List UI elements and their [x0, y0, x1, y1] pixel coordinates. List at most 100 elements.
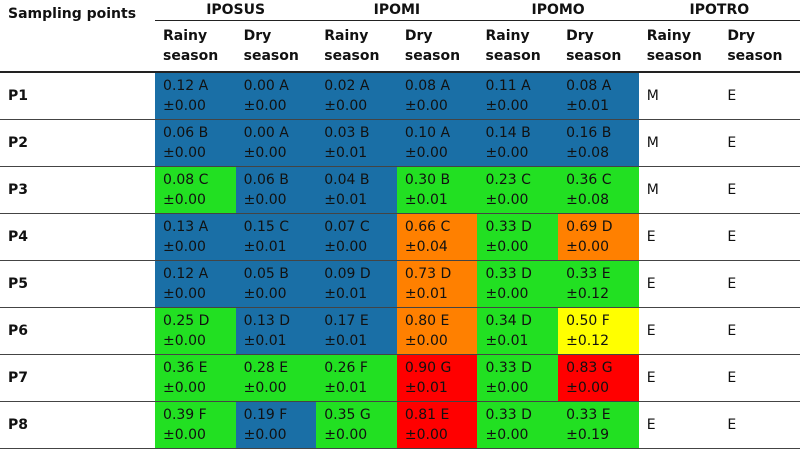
row-label: P5 [0, 260, 156, 308]
cell-error: ±0.01 [324, 332, 368, 349]
cell-error: ±0.00 [404, 97, 448, 114]
cell: 0.33 D ±0.00 [477, 260, 559, 308]
cell: 0.50 F ±0.12 [558, 307, 639, 355]
cell-error: ±0.00 [485, 238, 529, 255]
cell: M [638, 72, 720, 120]
cell-value: E [727, 416, 737, 433]
cell-value: M [646, 181, 659, 198]
cell-value: 0.81 E [404, 406, 450, 423]
cell: 0.12 A ±0.00 [155, 72, 236, 120]
row-label: P6 [0, 307, 156, 355]
cell-value: 0.39 F [163, 406, 207, 423]
cell: 0.35 G ±0.00 [316, 401, 397, 449]
cell: E [719, 354, 800, 402]
cell-error: ±0.01 [404, 191, 448, 208]
season-header: Rainy season [477, 20, 559, 73]
row-label: P3 [0, 166, 156, 214]
table-row: P6 0.25 D ±0.00 0.13 D ±0.01 0.17 E ±0.01 0.80 … [0, 307, 800, 355]
cell-error: ±0.00 [163, 238, 206, 255]
cell: M [638, 119, 720, 167]
cell-value: E [727, 322, 737, 339]
cell-error: ±0.00 [243, 285, 287, 302]
cell-value: 0.12 A [163, 77, 209, 94]
cell-value: 0.30 B [404, 171, 451, 188]
cell-value: 0.83 G [566, 359, 613, 376]
cell-value: 0.07 C [324, 218, 370, 235]
cell-value: 0.33 D [485, 218, 532, 235]
cell-error: ±0.01 [324, 191, 368, 208]
cell: 0.66 C ±0.04 [396, 213, 478, 261]
cell: 0.19 F ±0.00 [235, 401, 317, 449]
cell: 0.08 C ±0.00 [155, 166, 236, 214]
cell-value: 0.08 C [163, 171, 209, 188]
cell-error: ±0.01 [324, 144, 368, 161]
cell-value: 0.04 B [324, 171, 370, 188]
cell: 0.28 E ±0.00 [235, 354, 317, 402]
cell: 0.08 A ±0.01 [558, 72, 639, 120]
cell: 0.83 G ±0.00 [558, 354, 639, 402]
season-header: Rainy season [638, 20, 720, 73]
season-row: Rainy season Dry season Rainy season Dry se… [0, 20, 800, 73]
cell-value: 0.33 D [485, 265, 532, 282]
cell-error: ±0.01 [404, 285, 448, 302]
cell-value: 0.33 D [485, 359, 532, 376]
cell-value: M [646, 134, 659, 151]
cell-value: E [646, 228, 656, 245]
cell-value: E [727, 87, 737, 104]
cell-error: ±0.00 [163, 379, 206, 396]
cell: E [719, 260, 800, 308]
cell-error: ±0.00 [243, 426, 287, 443]
cell-value: 0.35 G [324, 406, 371, 423]
cell-value: 0.14 B [485, 124, 531, 141]
cell-value: 0.19 F [243, 406, 288, 423]
cell-error: ±0.12 [566, 285, 609, 302]
cell-error: ±0.01 [404, 379, 448, 396]
table-row: P4 0.13 A ±0.00 0.15 C ±0.01 0.07 C ±0.00 0.66 … [0, 213, 800, 261]
cell-value: 0.25 D [163, 312, 210, 329]
cell-error: ±0.00 [404, 332, 448, 349]
cell: E [719, 213, 800, 261]
cell-value: 0.36 C [566, 171, 612, 188]
cell: 0.12 A ±0.00 [155, 260, 236, 308]
cell-value: E [727, 134, 737, 151]
cell-error: ±0.00 [163, 426, 206, 443]
cell: 0.06 B ±0.00 [155, 119, 236, 167]
cell: 0.73 D ±0.01 [396, 260, 478, 308]
cell-error: ±0.00 [566, 238, 609, 255]
cell-value: 0.02 A [324, 77, 370, 94]
cell-value: E [727, 181, 737, 198]
cell-value: 0.10 A [404, 124, 451, 141]
cell: E [638, 307, 720, 355]
cell-error: ±0.00 [485, 285, 529, 302]
cell: 0.33 D ±0.00 [477, 401, 559, 449]
table-row: P2 0.06 B ±0.00 0.00 A ±0.00 0.03 B ±0.01 0.10 … [0, 119, 800, 167]
cell-error: ±0.00 [163, 97, 206, 114]
table-row: P3 0.08 C ±0.00 0.06 B ±0.00 0.04 B ±0.01 0.30 … [0, 166, 800, 214]
cell-value: 0.13 D [243, 312, 291, 329]
cell-error: ±0.00 [243, 97, 287, 114]
cell: 0.36 E ±0.00 [155, 354, 236, 402]
cell-value: 0.26 F [324, 359, 368, 376]
cell-value: E [646, 416, 656, 433]
cell-value: 0.17 E [324, 312, 369, 329]
cell: 0.07 C ±0.00 [316, 213, 397, 261]
cell: M [638, 166, 720, 214]
group-header: IPOTRO [638, 0, 800, 21]
cell-value: 0.90 G [404, 359, 452, 376]
cell-value: E [727, 275, 737, 292]
cell-value: 0.69 D [566, 218, 613, 235]
cell-error: ±0.04 [404, 238, 448, 255]
cell-value: 0.33 E [566, 406, 611, 423]
cell-value: 0.80 E [404, 312, 450, 329]
cell: 0.05 B ±0.00 [235, 260, 317, 308]
cell: 0.09 D ±0.01 [316, 260, 397, 308]
cell-error: ±0.01 [566, 97, 609, 114]
cell-error: ±0.00 [243, 191, 287, 208]
group-header: IPOMI [316, 0, 478, 21]
cell-error: ±0.01 [243, 238, 287, 255]
cell-error: ±0.00 [404, 426, 448, 443]
cell: 0.14 B ±0.00 [477, 119, 559, 167]
cell-value: 0.50 F [566, 312, 610, 329]
cell-value: 0.05 B [243, 265, 289, 282]
